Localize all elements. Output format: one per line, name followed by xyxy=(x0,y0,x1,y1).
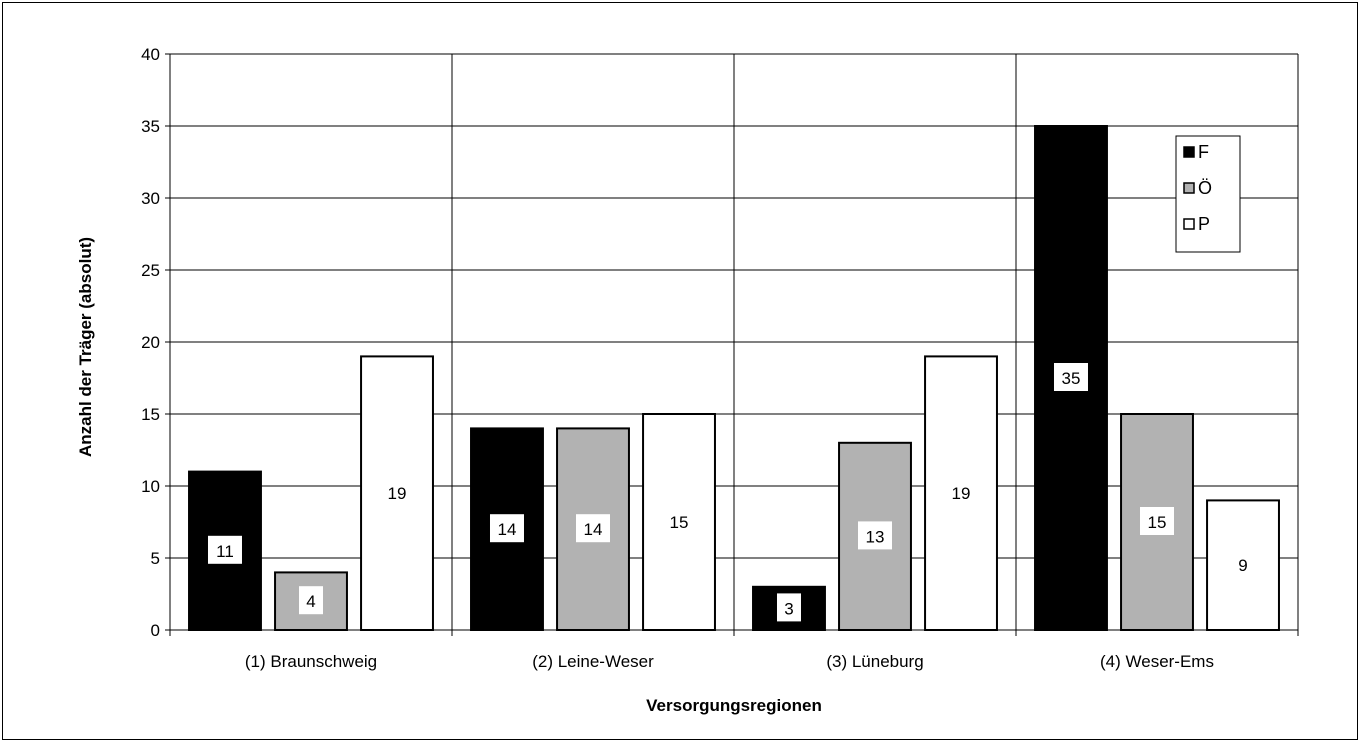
legend-swatch-F xyxy=(1183,146,1195,158)
legend-swatch-P xyxy=(1183,218,1195,230)
x-category-label: (1) Braunschweig xyxy=(245,652,377,671)
data-label-box xyxy=(662,507,697,535)
y-tick-label: 20 xyxy=(141,333,160,352)
data-label-box xyxy=(1140,507,1174,535)
data-label: 3 xyxy=(784,599,793,618)
data-label: 13 xyxy=(866,527,885,546)
data-label: 15 xyxy=(1148,513,1167,532)
data-label: 9 xyxy=(1238,556,1247,575)
data-label: 19 xyxy=(952,484,971,503)
data-label-box xyxy=(1053,363,1088,391)
legend-label: F xyxy=(1198,142,1209,162)
x-category-label: (3) Lüneburg xyxy=(826,652,923,671)
x-axis-title: Versorgungsregionen xyxy=(646,696,822,715)
legend-label: P xyxy=(1198,214,1210,234)
data-label: 4 xyxy=(306,592,315,611)
data-label-box xyxy=(380,478,415,507)
data-label-box xyxy=(576,514,610,543)
data-label: 14 xyxy=(584,520,603,539)
data-label-box xyxy=(489,514,524,543)
data-label-box xyxy=(207,535,242,564)
data-label: 14 xyxy=(498,520,517,539)
data-label-box xyxy=(299,586,323,615)
data-label-box xyxy=(944,478,979,507)
y-tick-label: 5 xyxy=(151,549,160,568)
legend-swatch-Ö xyxy=(1183,182,1195,194)
y-tick-label: 30 xyxy=(141,189,160,208)
data-label: 15 xyxy=(670,513,689,532)
data-label: 19 xyxy=(388,484,407,503)
y-tick-label: 40 xyxy=(141,45,160,64)
y-tick-label: 35 xyxy=(141,117,160,136)
data-label-box xyxy=(1231,550,1256,579)
data-label: 11 xyxy=(216,542,234,561)
x-category-label: (2) Leine-Weser xyxy=(532,652,654,671)
legend-label: Ö xyxy=(1198,178,1212,198)
x-category-label: (4) Weser-Ems xyxy=(1100,652,1214,671)
y-tick-label: 25 xyxy=(141,261,160,280)
y-tick-label: 0 xyxy=(151,621,160,640)
y-tick-label: 10 xyxy=(141,477,160,496)
y-axis-title: Anzahl der Träger (absolut) xyxy=(76,237,95,457)
data-label-box xyxy=(858,521,892,550)
data-label: 35 xyxy=(1062,369,1081,388)
bar-chart: 0 5 10 15 20 25 30 35 40 11 4 19 (1) Braunschweig 14 1… xyxy=(76,45,1299,715)
y-tick-label: 15 xyxy=(141,405,160,424)
data-label-box xyxy=(776,593,801,622)
